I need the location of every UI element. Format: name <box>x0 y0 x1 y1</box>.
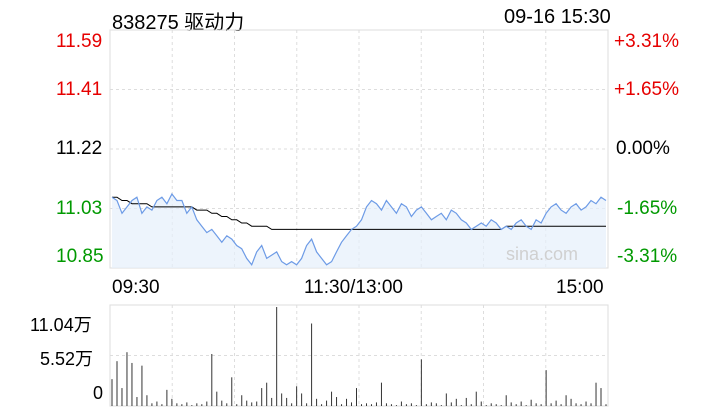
price-label-prev-close: 11.22 <box>56 138 103 159</box>
price-label-mid-high: 11.41 <box>56 79 103 100</box>
pct-label-low: -3.31% <box>617 246 678 267</box>
price-area-fill <box>112 194 606 268</box>
pct-label-high: +3.31% <box>614 31 679 52</box>
volume-label-half: 5.52万 <box>40 349 94 369</box>
time-label-close: 15:00 <box>556 277 604 298</box>
stock-title: 838275 驱动力 <box>112 12 245 34</box>
time-label-midday: 11:30/13:00 <box>304 277 403 298</box>
watermark: sina.com <box>506 244 579 264</box>
price-label-mid-low: 11.03 <box>56 198 103 219</box>
price-label-high: 11.59 <box>56 31 103 52</box>
volume-label-max: 11.04万 <box>30 315 92 335</box>
volume-bars <box>111 307 607 406</box>
volume-grid <box>109 304 609 407</box>
time-label-open: 09:30 <box>112 277 160 298</box>
price-label-low: 10.85 <box>56 246 104 267</box>
price-line <box>111 192 607 267</box>
average-price-line <box>112 196 606 230</box>
datetime-label: 09-16 15:30 <box>504 6 611 28</box>
pct-label-mid-high: +1.65% <box>614 79 679 100</box>
pct-label-mid-low: -1.65% <box>617 198 678 219</box>
pct-label-zero: 0.00% <box>616 138 670 159</box>
volume-label-zero: 0 <box>93 383 104 403</box>
